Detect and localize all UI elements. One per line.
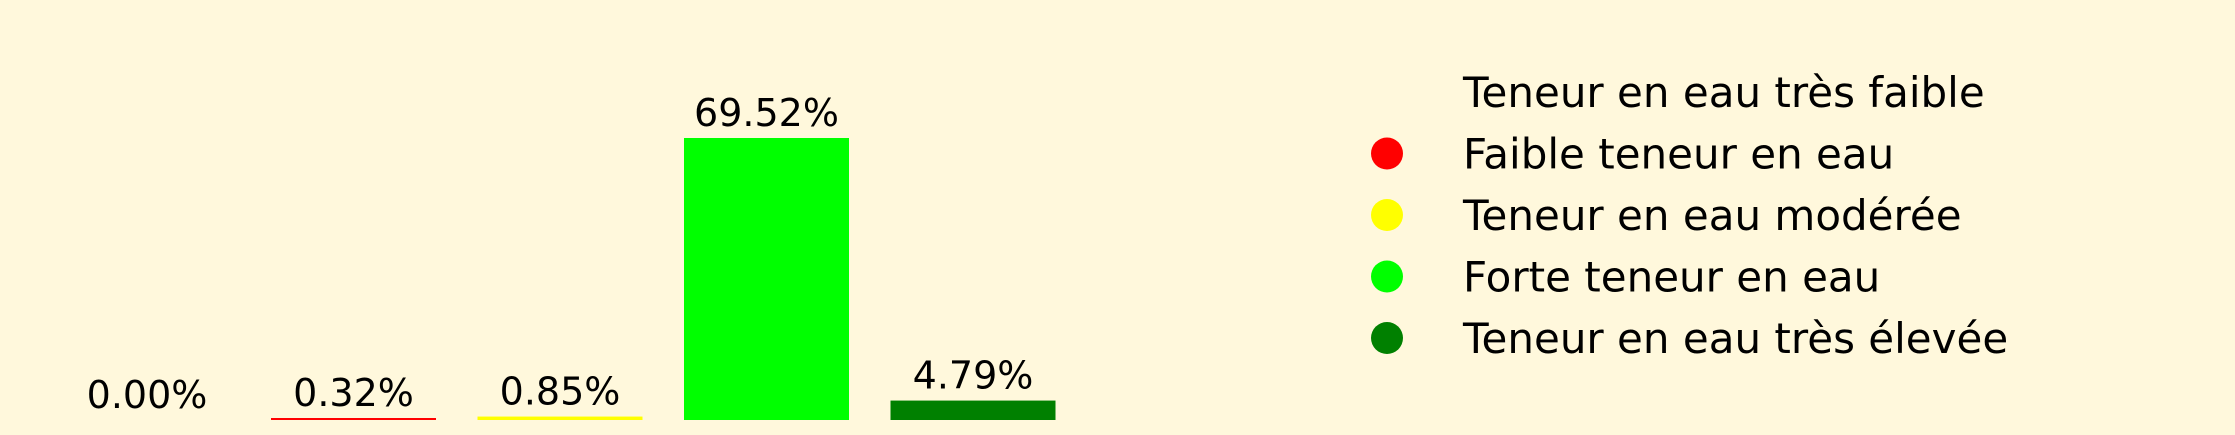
legend-marker-5 xyxy=(1371,322,1403,354)
bar-3 xyxy=(477,416,643,420)
bars-group xyxy=(271,138,1056,420)
legend: Teneur en eau très faible Faible teneur e… xyxy=(1371,68,2008,363)
bar-4 xyxy=(684,138,849,420)
bar-5 xyxy=(890,400,1056,420)
legend-label-2: Faible teneur en eau xyxy=(1463,130,1894,179)
bar-value-label-4: 69.52% xyxy=(694,91,839,135)
legend-label-4: Forte teneur en eau xyxy=(1463,253,1880,302)
value-labels-group: 0.00% 0.32% 0.85% 69.52% 4.79% xyxy=(87,91,1034,417)
legend-label-1: Teneur en eau très faible xyxy=(1462,68,1985,117)
bar-value-label-2: 0.32% xyxy=(293,371,414,415)
legend-marker-2 xyxy=(1371,137,1403,170)
bar-value-label-1: 0.00% xyxy=(87,373,208,417)
bar-value-label-3: 0.85% xyxy=(500,370,621,414)
legend-label-3: Teneur en eau modérée xyxy=(1462,191,1962,240)
legend-marker-1 xyxy=(1371,76,1403,108)
bar-value-label-5: 4.79% xyxy=(913,354,1034,398)
legend-marker-4 xyxy=(1371,260,1403,293)
bar-2 xyxy=(271,418,436,420)
legend-label-5: Teneur en eau très élevée xyxy=(1462,314,2008,363)
legend-marker-3 xyxy=(1371,199,1403,231)
